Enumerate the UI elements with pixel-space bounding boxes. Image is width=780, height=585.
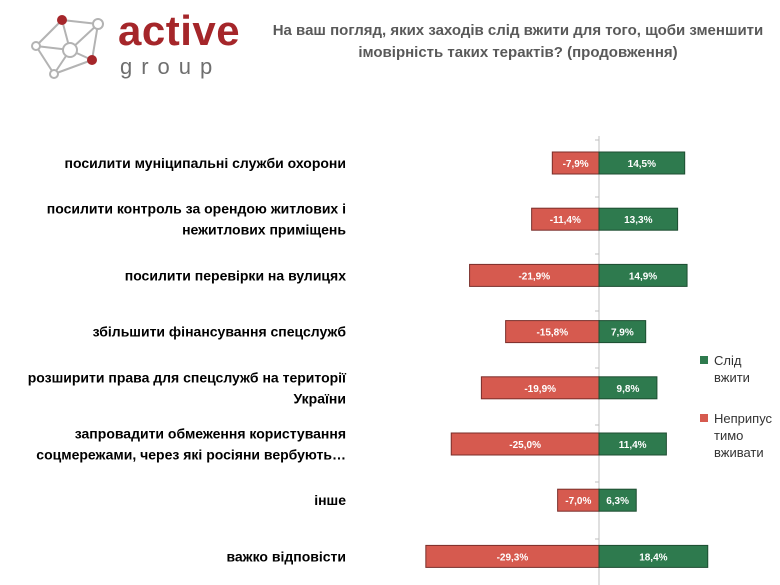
- data-label-negative: -7,0%: [565, 496, 591, 507]
- category-label: збільшити фінансування спецслужб: [93, 324, 347, 340]
- data-label-positive: 13,3%: [624, 215, 652, 226]
- legend-label-positive: Слід вжити: [714, 353, 750, 385]
- category-label: нежитлових приміщень: [182, 222, 346, 238]
- category-label: важко відповісти: [226, 548, 346, 564]
- bar-positive: [598, 263, 688, 287]
- data-label-positive: 9,8%: [617, 384, 640, 395]
- legend-label-negative-line: Неприпус: [714, 411, 773, 426]
- brand-name: active: [118, 7, 241, 54]
- data-label-positive: 14,5%: [628, 159, 656, 170]
- data-label-positive: 14,9%: [629, 271, 657, 282]
- category-label: інше: [314, 492, 346, 508]
- legend-label-negative-line: тимо: [714, 428, 744, 443]
- data-label-negative: -7,9%: [563, 159, 589, 170]
- legend-swatch-positive: [700, 356, 708, 364]
- data-label-negative: -21,9%: [518, 271, 550, 282]
- data-label-negative: -19,9%: [524, 384, 556, 395]
- legend-swatch-negative: [700, 414, 708, 422]
- bar-positive: [598, 488, 637, 512]
- data-label-positive: 11,4%: [619, 440, 647, 451]
- category-label: посилити контроль за орендою житлових і: [47, 201, 346, 217]
- legend-label-negative-line: вживати: [714, 445, 764, 460]
- bar-positive: [598, 376, 658, 400]
- bar-positive: [598, 320, 647, 344]
- data-label-negative: -15,8%: [536, 328, 568, 339]
- bar-positive: [598, 207, 679, 231]
- category-label: України: [293, 390, 346, 406]
- data-label-positive: 18,4%: [639, 552, 667, 563]
- logo: [31, 15, 104, 79]
- category-label: розширити права для спецслужб на територ…: [28, 369, 347, 385]
- category-label: запровадити обмеження користування: [75, 426, 346, 442]
- data-label-positive: 7,9%: [611, 328, 634, 339]
- data-label-negative: -25,0%: [509, 440, 541, 451]
- data-label-positive: 6,3%: [606, 496, 629, 507]
- data-label-negative: -11,4%: [550, 215, 581, 226]
- data-label-negative: -29,3%: [497, 552, 529, 563]
- legend-label-negative: Неприпус тимо вживати: [714, 410, 780, 461]
- bar-positive: [598, 544, 709, 568]
- chart-title: На ваш погляд, яких заходів слід вжити д…: [272, 22, 764, 61]
- category-label: посилити муніципальні служби охорони: [65, 155, 346, 171]
- category-label: посилити перевірки на вулицях: [125, 267, 346, 283]
- category-label: соцмережами, через які росіяни вербують…: [36, 447, 346, 463]
- bar-positive: [598, 151, 686, 175]
- bar-positive: [598, 432, 667, 456]
- brand-sub: group: [120, 54, 222, 79]
